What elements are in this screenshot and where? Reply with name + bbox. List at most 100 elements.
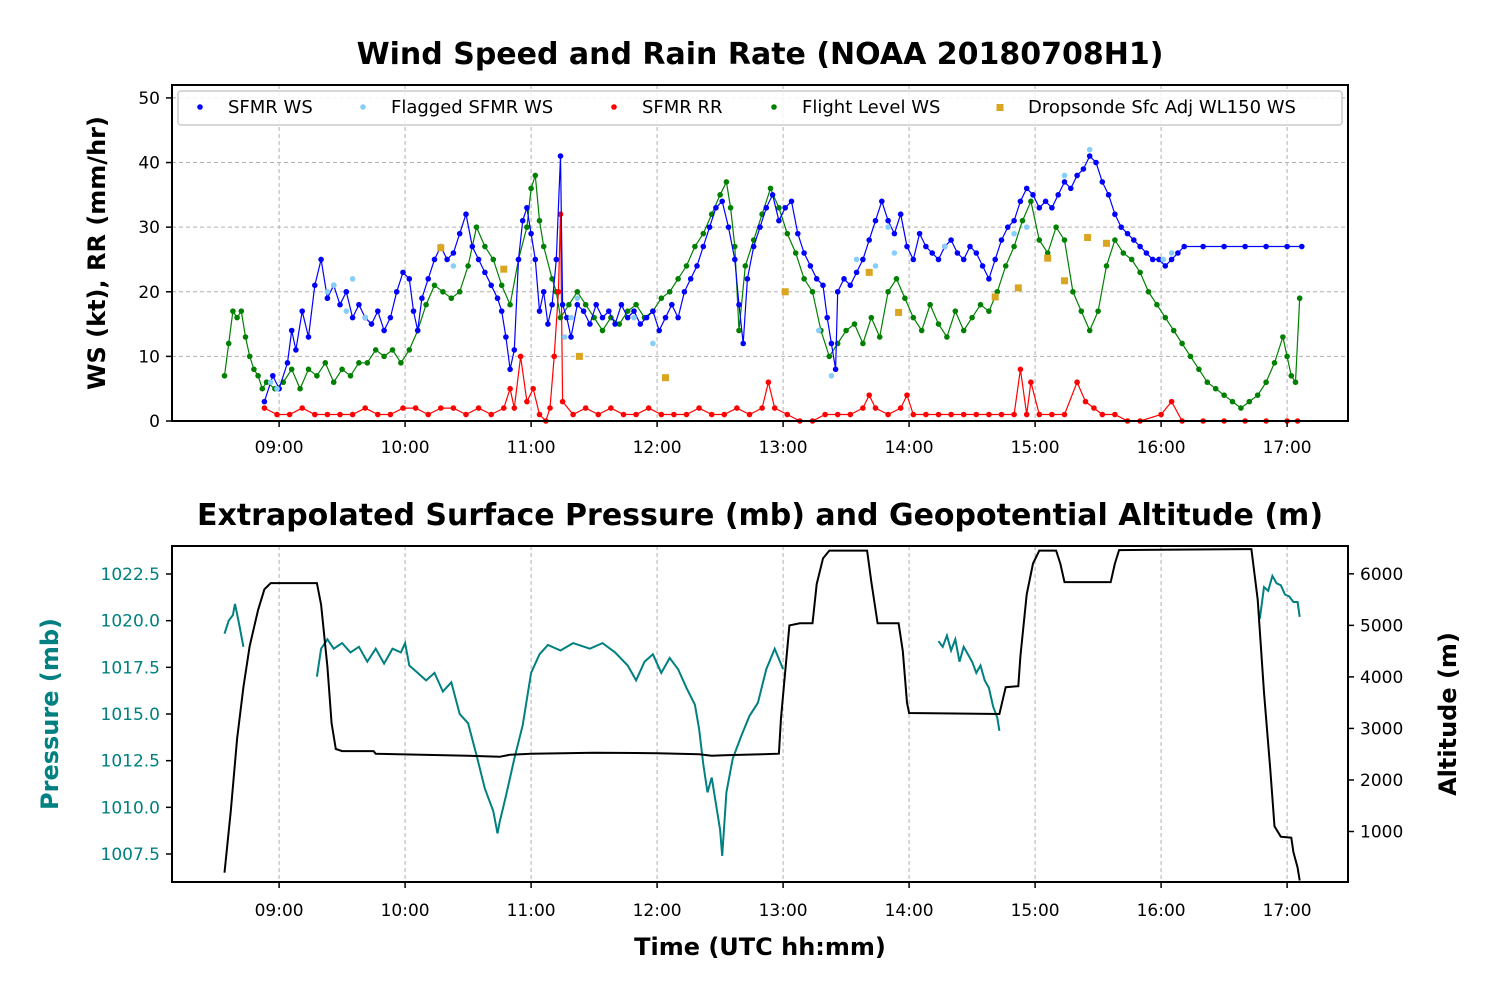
data-point	[910, 256, 917, 263]
data-point	[624, 314, 631, 321]
data-point	[356, 360, 362, 366]
data-point	[694, 263, 700, 269]
data-point	[998, 237, 1005, 243]
data-point	[261, 398, 268, 405]
data-point	[343, 308, 350, 314]
data-point	[973, 411, 980, 418]
data-point	[1156, 256, 1162, 263]
data-point	[299, 308, 306, 314]
data-point	[561, 334, 568, 340]
data-point	[977, 301, 984, 308]
bottom-x-tick-label: 09:00	[255, 901, 304, 921]
data-point	[929, 250, 935, 256]
data-point	[566, 301, 572, 308]
pressure-tick-label: 1017.5	[101, 658, 160, 678]
data-point	[795, 230, 801, 237]
pressure-tick-label: 1020.0	[101, 612, 160, 632]
data-point	[540, 243, 547, 250]
data-point	[500, 265, 508, 273]
data-point	[954, 250, 961, 256]
data-point	[824, 314, 830, 321]
data-point	[1005, 224, 1011, 230]
data-point	[1023, 185, 1030, 192]
data-point	[994, 288, 1001, 295]
data-point	[305, 334, 312, 340]
data-point	[1078, 308, 1085, 314]
data-point	[274, 411, 280, 418]
data-point	[885, 411, 891, 418]
pressure-line	[937, 632, 1001, 731]
data-point	[750, 243, 757, 250]
top-x-tick-label: 17:00	[1263, 438, 1312, 458]
data-point	[364, 360, 371, 366]
data-point	[440, 288, 446, 295]
data-point	[979, 263, 986, 269]
data-point	[528, 230, 534, 237]
data-point	[606, 308, 612, 314]
legend-marker	[360, 104, 366, 110]
data-point	[740, 340, 746, 347]
data-point	[1221, 392, 1227, 398]
altitude-tick-label: 3000	[1360, 719, 1403, 739]
bottom-x-tick-label: 10:00	[381, 901, 430, 921]
data-point	[469, 243, 476, 250]
bottom-plot-area	[223, 548, 1301, 881]
altitude-tick-label: 1000	[1360, 822, 1403, 842]
data-point	[1238, 405, 1244, 411]
data-point	[488, 282, 495, 289]
data-point	[532, 256, 539, 263]
data-point	[286, 411, 293, 418]
data-point	[616, 321, 623, 327]
data-point	[788, 198, 795, 205]
data-point	[801, 250, 807, 256]
data-point	[263, 379, 270, 386]
data-point	[923, 411, 929, 418]
data-point	[687, 276, 694, 282]
data-point	[650, 308, 656, 314]
data-point	[400, 405, 406, 411]
data-point	[375, 411, 381, 418]
data-point	[1103, 239, 1110, 247]
data-point	[339, 366, 345, 373]
data-point	[1112, 211, 1118, 218]
data-point	[274, 385, 280, 392]
data-point	[575, 352, 583, 360]
data-point	[1036, 204, 1043, 211]
data-point	[511, 405, 518, 411]
pressure-axis: 1007.5 1010.0 1012.5 1015.0 1017.5 1020.0 1022…	[101, 565, 172, 865]
data-point	[666, 288, 673, 295]
data-point	[1196, 366, 1202, 373]
data-point	[675, 276, 681, 282]
data-point	[372, 347, 379, 353]
data-point	[1120, 250, 1127, 256]
data-point	[879, 198, 885, 205]
data-point	[834, 288, 841, 295]
legend-item: Flight Level WS	[771, 97, 940, 118]
data-point	[813, 276, 820, 282]
legend-item: Dropsonde Sfc Adj WL150 WS	[996, 97, 1296, 118]
data-point	[337, 301, 343, 308]
data-point	[362, 405, 369, 411]
data-point	[1061, 172, 1068, 179]
data-point	[448, 295, 455, 302]
altitude-axis: 1000 2000 3000 4000 5000 6000	[1348, 565, 1403, 842]
data-point	[671, 411, 677, 418]
data-point	[570, 411, 576, 418]
data-point	[891, 250, 898, 256]
data-point	[553, 256, 560, 263]
data-point	[381, 353, 387, 360]
data-point	[347, 372, 354, 379]
data-point	[1095, 308, 1101, 314]
data-point	[574, 295, 581, 302]
data-point	[551, 353, 557, 360]
data-point	[259, 385, 266, 392]
data-point	[507, 301, 513, 308]
data-point	[952, 308, 959, 314]
data-point	[763, 204, 770, 211]
data-point	[618, 301, 625, 308]
data-point	[757, 224, 763, 230]
data-point	[624, 308, 631, 314]
top-x-tick-label: 12:00	[633, 438, 682, 458]
top-y-axis: 0 10 20 30 40 50	[138, 89, 172, 432]
data-point	[960, 327, 967, 334]
